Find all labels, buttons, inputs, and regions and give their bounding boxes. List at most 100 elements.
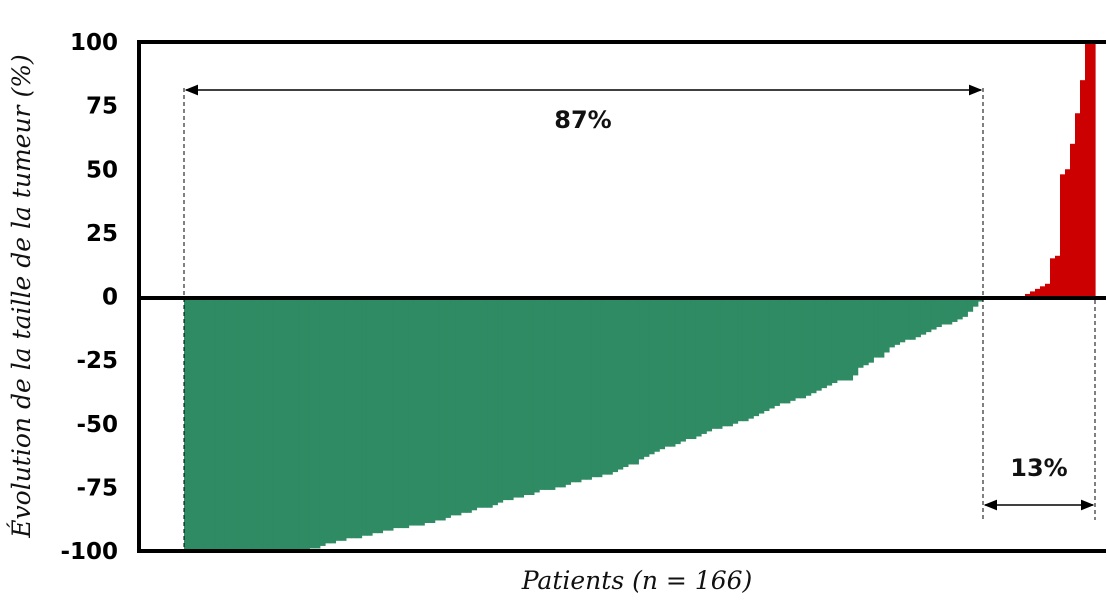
bar — [408, 296, 415, 526]
bar — [304, 296, 310, 551]
bar — [690, 296, 697, 440]
bar — [669, 296, 676, 447]
bar — [831, 296, 838, 384]
bar — [930, 296, 937, 330]
bar — [424, 296, 431, 523]
y-ticks: 100 75 50 25 0 -25 -50 -75 -100 — [60, 30, 118, 565]
bar — [215, 296, 222, 551]
bar — [544, 296, 551, 490]
bars-layer — [184, 42, 1096, 551]
bar — [434, 296, 441, 521]
bar — [627, 296, 634, 465]
bar — [915, 296, 921, 338]
y-axis-title: Évolution de la taille de la tumeur (%) — [7, 54, 36, 538]
bar — [518, 296, 525, 498]
bar — [241, 296, 248, 551]
bar — [298, 296, 305, 551]
bar — [941, 296, 948, 325]
bar — [471, 296, 478, 511]
bar — [862, 296, 869, 366]
bar — [533, 296, 540, 493]
bar — [1045, 283, 1051, 297]
bar — [800, 296, 807, 399]
bar — [883, 296, 890, 353]
y-tick-label: 100 — [70, 30, 118, 56]
bar — [439, 296, 446, 521]
y-tick-label: -75 — [76, 475, 118, 501]
bar — [319, 296, 326, 546]
bar — [967, 296, 974, 312]
bar — [210, 296, 216, 551]
bar — [413, 296, 420, 526]
bar — [805, 296, 812, 396]
y-tick-label: 25 — [86, 221, 118, 247]
y-tick-label: 75 — [86, 94, 118, 120]
bar — [732, 296, 739, 424]
bar — [1055, 255, 1061, 297]
bar — [878, 296, 885, 358]
bar — [748, 296, 754, 419]
bar — [251, 296, 258, 551]
bar — [293, 296, 300, 551]
bar — [852, 296, 859, 376]
bar — [325, 296, 331, 544]
bar — [278, 296, 284, 551]
bar — [539, 296, 545, 490]
bar — [309, 296, 316, 549]
bar — [580, 296, 587, 480]
y-tick-label: -50 — [76, 412, 118, 438]
bar — [612, 296, 619, 473]
bar — [701, 296, 707, 434]
bar — [372, 296, 378, 534]
bar — [429, 296, 436, 523]
bar — [1025, 293, 1031, 297]
bar — [638, 296, 645, 460]
bar — [836, 296, 843, 381]
bar — [695, 296, 702, 437]
bar — [643, 296, 650, 457]
bar — [351, 296, 357, 539]
bar — [361, 296, 368, 536]
bar — [1030, 291, 1036, 297]
bar — [565, 296, 572, 485]
bar — [591, 296, 598, 478]
bar — [596, 296, 603, 478]
bar — [826, 296, 833, 386]
bar — [601, 296, 608, 475]
bar — [272, 296, 279, 551]
bar — [267, 296, 274, 551]
bar — [387, 296, 394, 531]
bar — [513, 296, 519, 498]
bar — [481, 296, 488, 508]
bar — [377, 296, 384, 534]
x-axis-title: Patients (n = 166) — [521, 566, 753, 595]
bar — [486, 296, 493, 508]
bar — [450, 296, 457, 516]
bar — [392, 296, 399, 529]
bar — [330, 296, 337, 544]
bar — [262, 296, 269, 551]
bar — [575, 296, 582, 483]
y-tick-label: -100 — [60, 539, 118, 565]
bar — [742, 296, 749, 422]
bar — [528, 296, 535, 496]
bar — [721, 296, 728, 427]
bar — [779, 296, 786, 404]
bar — [904, 296, 911, 340]
bar — [455, 296, 462, 516]
y-tick-label: -25 — [76, 348, 118, 374]
bar — [847, 296, 854, 381]
bar — [711, 296, 718, 429]
bar — [920, 296, 927, 335]
bar — [403, 296, 410, 529]
bar — [419, 296, 425, 526]
bar — [774, 296, 780, 406]
bar — [466, 296, 472, 513]
bar — [570, 296, 577, 483]
bar — [716, 296, 723, 429]
bar — [972, 296, 979, 307]
bar — [236, 296, 243, 551]
bar — [204, 296, 211, 551]
bar — [1075, 113, 1081, 297]
bar — [936, 296, 942, 328]
